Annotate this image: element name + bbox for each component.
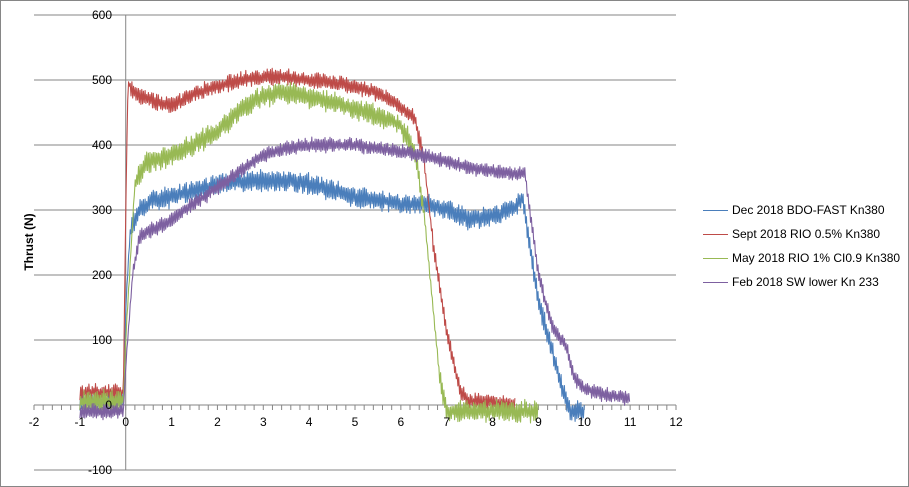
y-tick-label: 400 — [92, 138, 112, 152]
legend-item: Sept 2018 RIO 0.5% Kn380 — [703, 222, 903, 246]
y-tick-label: 500 — [92, 73, 112, 87]
x-tick-label: 9 — [535, 415, 542, 429]
legend: Dec 2018 BDO-FAST Kn380 Sept 2018 RIO 0.5… — [703, 198, 903, 294]
y-tick-label: 300 — [92, 203, 112, 217]
y-tick-label: 600 — [92, 8, 112, 22]
x-tick-label: 2 — [214, 415, 221, 429]
legend-item: Dec 2018 BDO-FAST Kn380 — [703, 198, 903, 222]
legend-item: Feb 2018 SW lower Kn 233 — [703, 270, 903, 294]
x-tick-label: 3 — [260, 415, 267, 429]
legend-line-swatch-icon — [703, 233, 728, 235]
x-tick-label: 1 — [168, 415, 175, 429]
x-tick-label: 0 — [122, 415, 129, 429]
x-tick-label: -2 — [29, 415, 40, 429]
x-tick-label: 7 — [443, 415, 450, 429]
y-tick-label: 100 — [92, 333, 112, 347]
x-tick-label: 4 — [306, 415, 313, 429]
legend-label: Feb 2018 SW lower Kn 233 — [732, 275, 879, 289]
x-tick-label: 6 — [398, 415, 405, 429]
x-tick-label: 10 — [578, 415, 592, 429]
series-line-3 — [79, 136, 631, 421]
legend-line-swatch-icon — [703, 281, 728, 283]
legend-label: Sept 2018 RIO 0.5% Kn380 — [732, 227, 881, 241]
x-tick-label: 8 — [489, 415, 496, 429]
x-tick-label: 12 — [669, 415, 683, 429]
series-line-0 — [79, 168, 585, 422]
x-tick-label: 5 — [352, 415, 359, 429]
legend-label: Dec 2018 BDO-FAST Kn380 — [732, 203, 885, 217]
legend-item: May 2018 RIO 1% CI0.9 Kn380 — [703, 246, 903, 270]
legend-line-swatch-icon — [703, 257, 728, 259]
legend-line-swatch-icon — [703, 209, 728, 211]
y-tick-label: -100 — [88, 463, 112, 477]
series-line-1 — [79, 67, 516, 414]
data-series — [79, 67, 631, 424]
x-tick-label: -1 — [75, 415, 86, 429]
y-tick-label: 0 — [105, 398, 112, 412]
y-tick-label: 200 — [92, 268, 112, 282]
y-axis-label: Thrust (N) — [22, 213, 36, 270]
x-tick-label: 11 — [624, 415, 637, 429]
series-line-2 — [79, 81, 539, 424]
legend-label: May 2018 RIO 1% CI0.9 Kn380 — [732, 251, 901, 265]
